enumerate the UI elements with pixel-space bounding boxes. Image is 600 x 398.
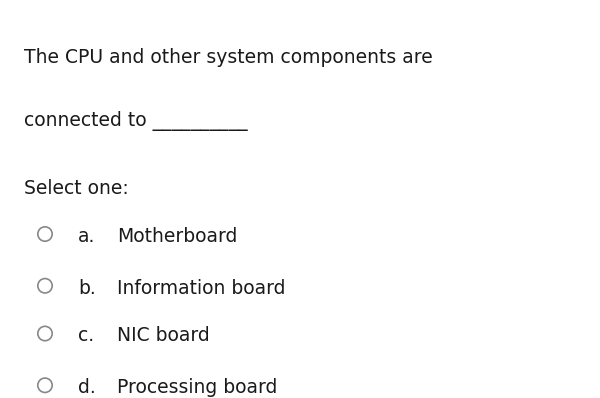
Text: Motherboard: Motherboard bbox=[117, 227, 238, 246]
Text: c.: c. bbox=[78, 326, 94, 345]
Text: connected to __________: connected to __________ bbox=[24, 111, 248, 131]
Text: d.: d. bbox=[78, 378, 96, 397]
Text: b.: b. bbox=[78, 279, 96, 298]
Text: The CPU and other system components are: The CPU and other system components are bbox=[24, 48, 433, 67]
Text: Processing board: Processing board bbox=[117, 378, 277, 397]
Text: a.: a. bbox=[78, 227, 95, 246]
Text: NIC board: NIC board bbox=[117, 326, 210, 345]
Text: Select one:: Select one: bbox=[24, 179, 129, 198]
Text: Information board: Information board bbox=[117, 279, 286, 298]
